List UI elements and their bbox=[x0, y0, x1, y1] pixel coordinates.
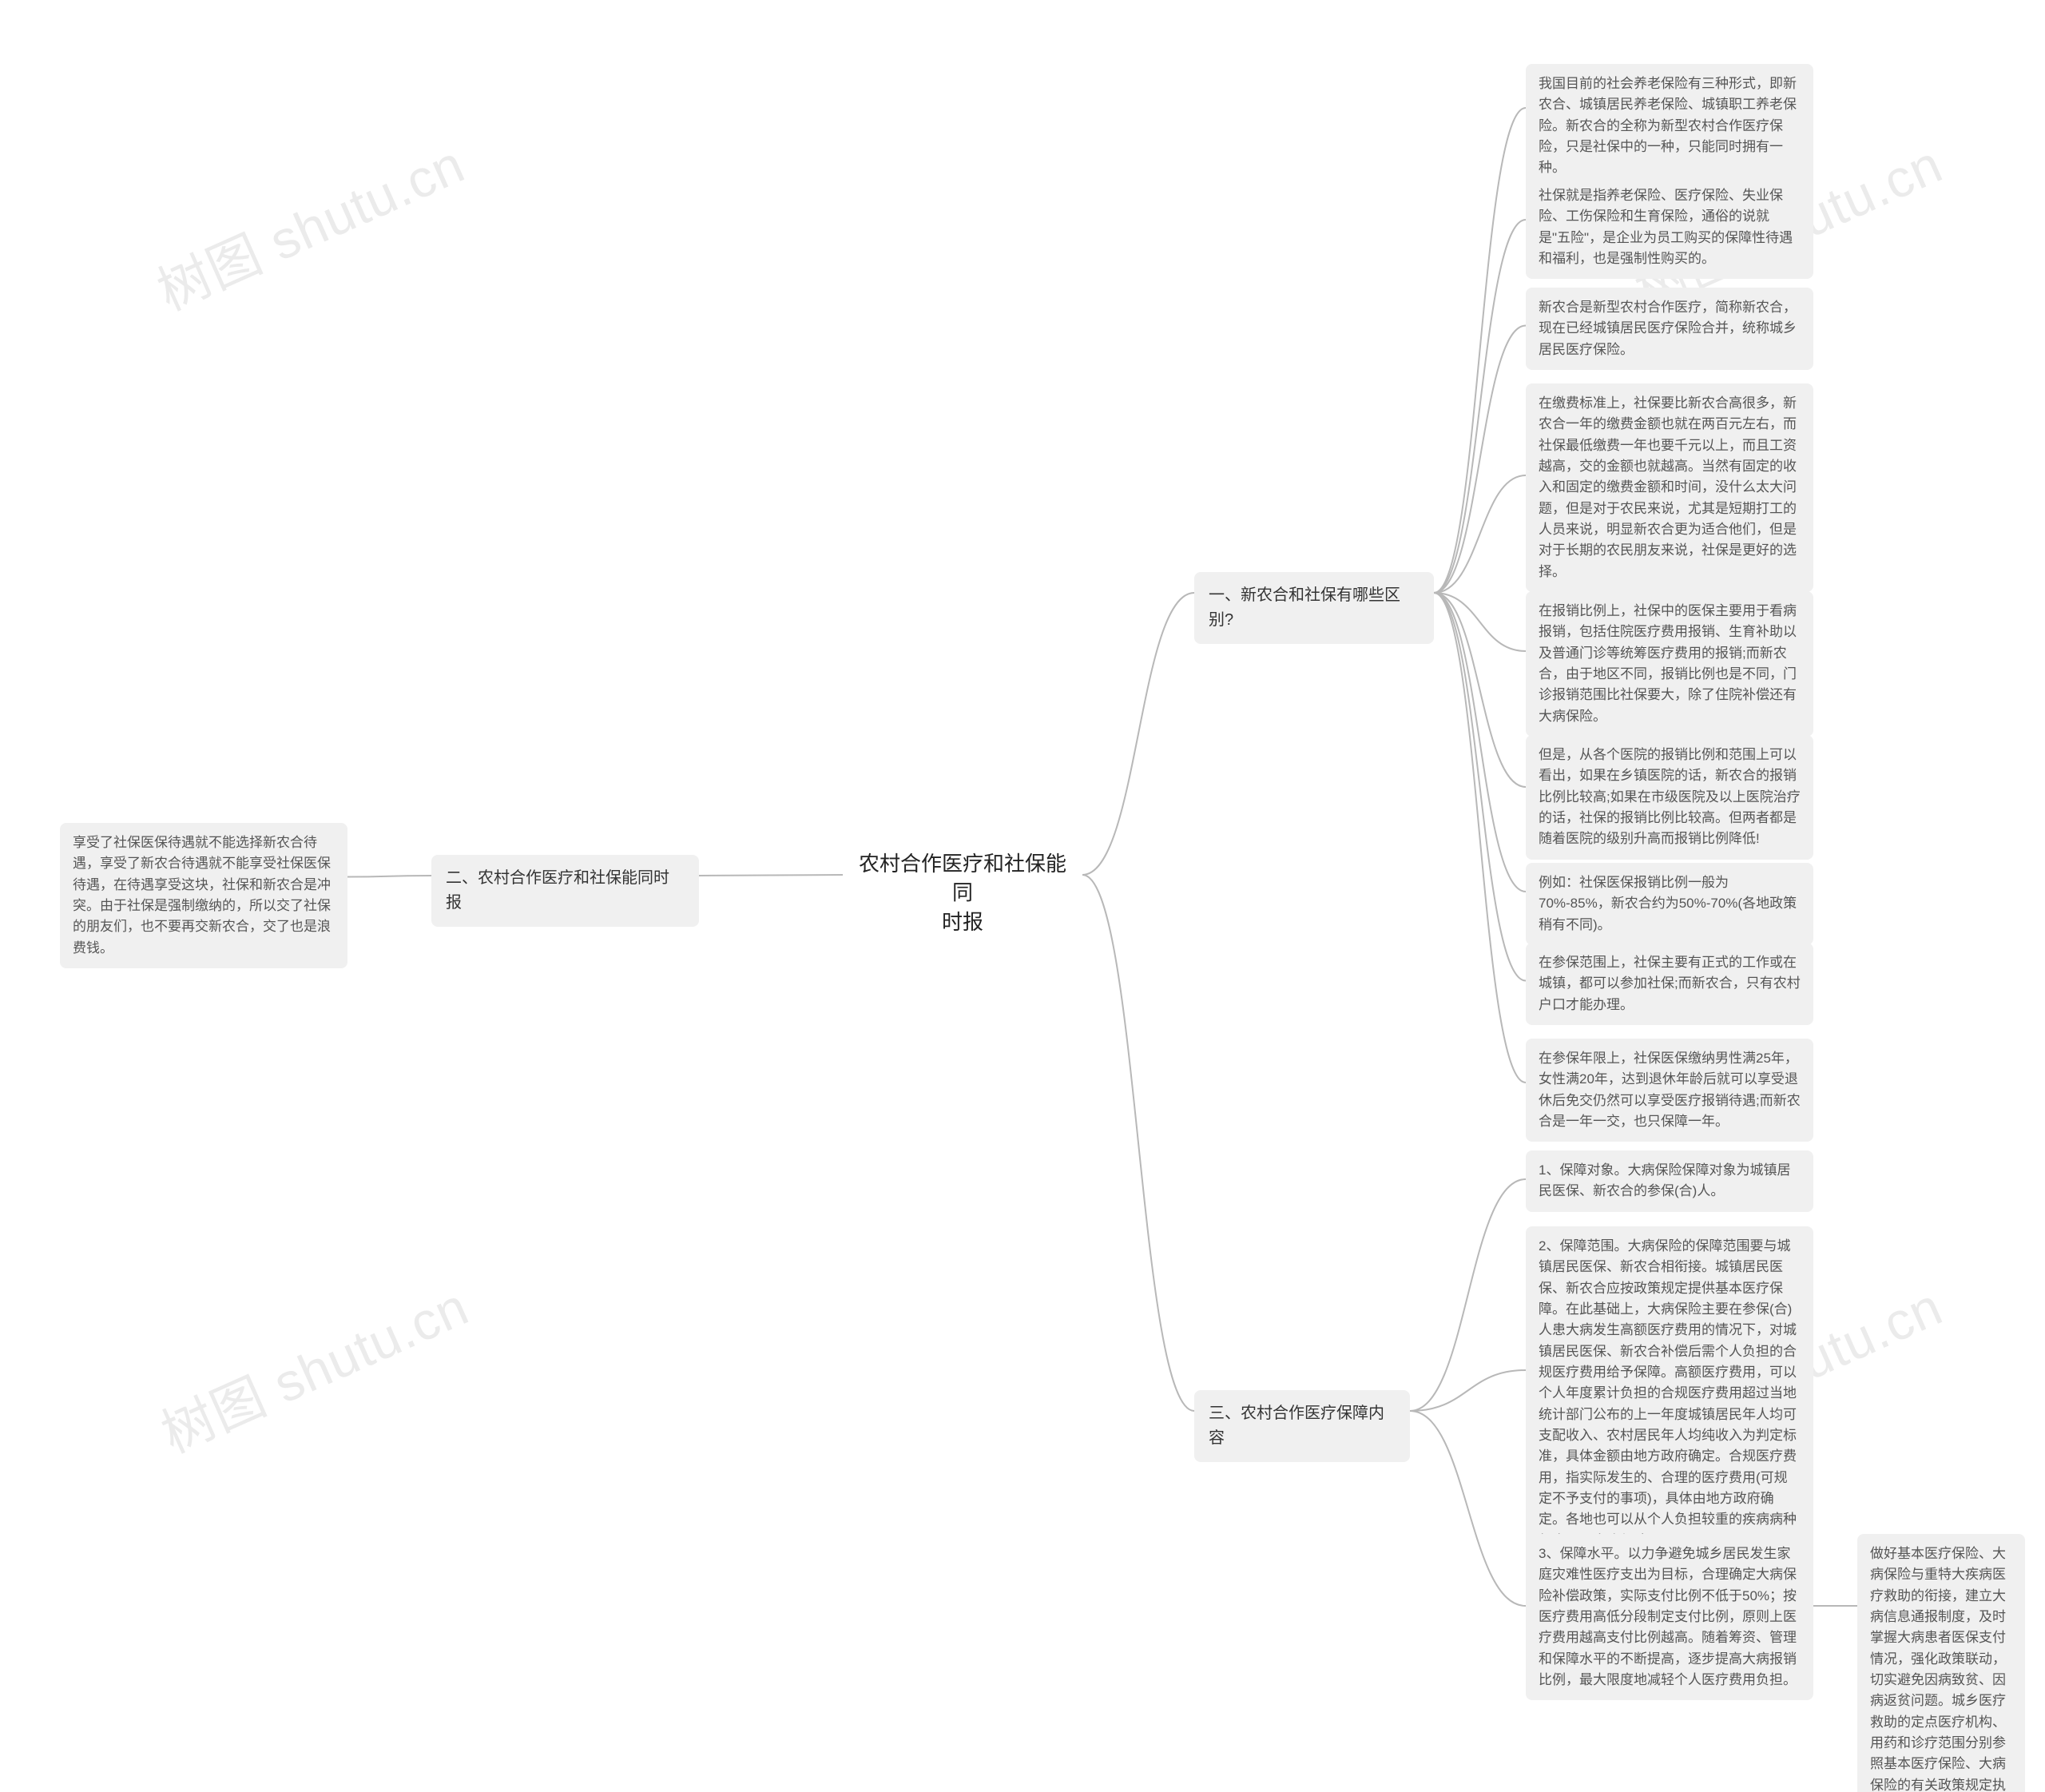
branch-node: 一、新农合和社保有哪些区别? bbox=[1194, 572, 1434, 644]
leaf-node: 3、保障水平。以力争避免城乡居民发生家庭灾难性医疗支出为目标，合理确定大病保险补… bbox=[1526, 1534, 1813, 1700]
leaf-node: 2、保障范围。大病保险的保障范围要与城镇居民医保、新农合相衔接。城镇居民医保、新… bbox=[1526, 1226, 1813, 1561]
mindmap-canvas: 树图 shutu.cn 树图 shutu.cn 树图 shutu.cn 树图 s… bbox=[0, 0, 2045, 1792]
leaf-node: 做好基本医疗保险、大病保险与重特大疾病医疗救助的衔接，建立大病信息通报制度，及时… bbox=[1857, 1534, 2025, 1792]
leaf-node: 社保就是指养老保险、医疗保险、失业保险、工伤保险和生育保险，通俗的说就是"五险"… bbox=[1526, 176, 1813, 279]
leaf-node: 1、保障对象。大病保险保障对象为城镇居民医保、新农合的参保(合)人。 bbox=[1526, 1150, 1813, 1212]
watermark: 树图 shutu.cn bbox=[144, 122, 475, 326]
leaf-node: 在参保年限上，社保医保缴纳男性满25年，女性满20年，达到退休年龄后就可以享受退… bbox=[1526, 1039, 1813, 1142]
branch-node: 二、农村合作医疗和社保能同时报 bbox=[431, 855, 699, 927]
root-label: 农村合作医疗和社保能同时报 bbox=[859, 852, 1066, 934]
leaf-node: 在报销比例上，社保中的医保主要用于看病报销，包括住院医疗费用报销、生育补助以及普… bbox=[1526, 591, 1813, 737]
leaf-node: 但是，从各个医院的报销比例和范围上可以看出，如果在乡镇医院的话，新农合的报销比例… bbox=[1526, 735, 1813, 860]
leaf-node: 在参保范围上，社保主要有正式的工作或在城镇，都可以参加社保;而新农合，只有农村户… bbox=[1526, 943, 1813, 1025]
leaf-node: 在缴费标准上，社保要比新农合高很多，新农合一年的缴费金额也就在两百元左右，而社保… bbox=[1526, 383, 1813, 592]
watermark: 树图 shutu.cn bbox=[148, 1265, 478, 1468]
leaf-node: 例如：社保医保报销比例一般为70%-85%，新农合约为50%-70%(各地政策稍… bbox=[1526, 863, 1813, 945]
leaf-node: 我国目前的社会养老保险有三种形式，即新农合、城镇居民养老保险、城镇职工养老保险。… bbox=[1526, 64, 1813, 189]
root-node: 农村合作医疗和社保能同时报 bbox=[843, 843, 1082, 943]
leaf-node: 新农合是新型农村合作医疗，简称新农合，现在已经城镇居民医疗保险合并，统称城乡居民… bbox=[1526, 288, 1813, 370]
branch-node: 三、农村合作医疗保障内容 bbox=[1194, 1390, 1410, 1462]
leaf-node: 享受了社保医保待遇就不能选择新农合待遇，享受了新农合待遇就不能享受社保医保待遇，… bbox=[60, 823, 347, 968]
